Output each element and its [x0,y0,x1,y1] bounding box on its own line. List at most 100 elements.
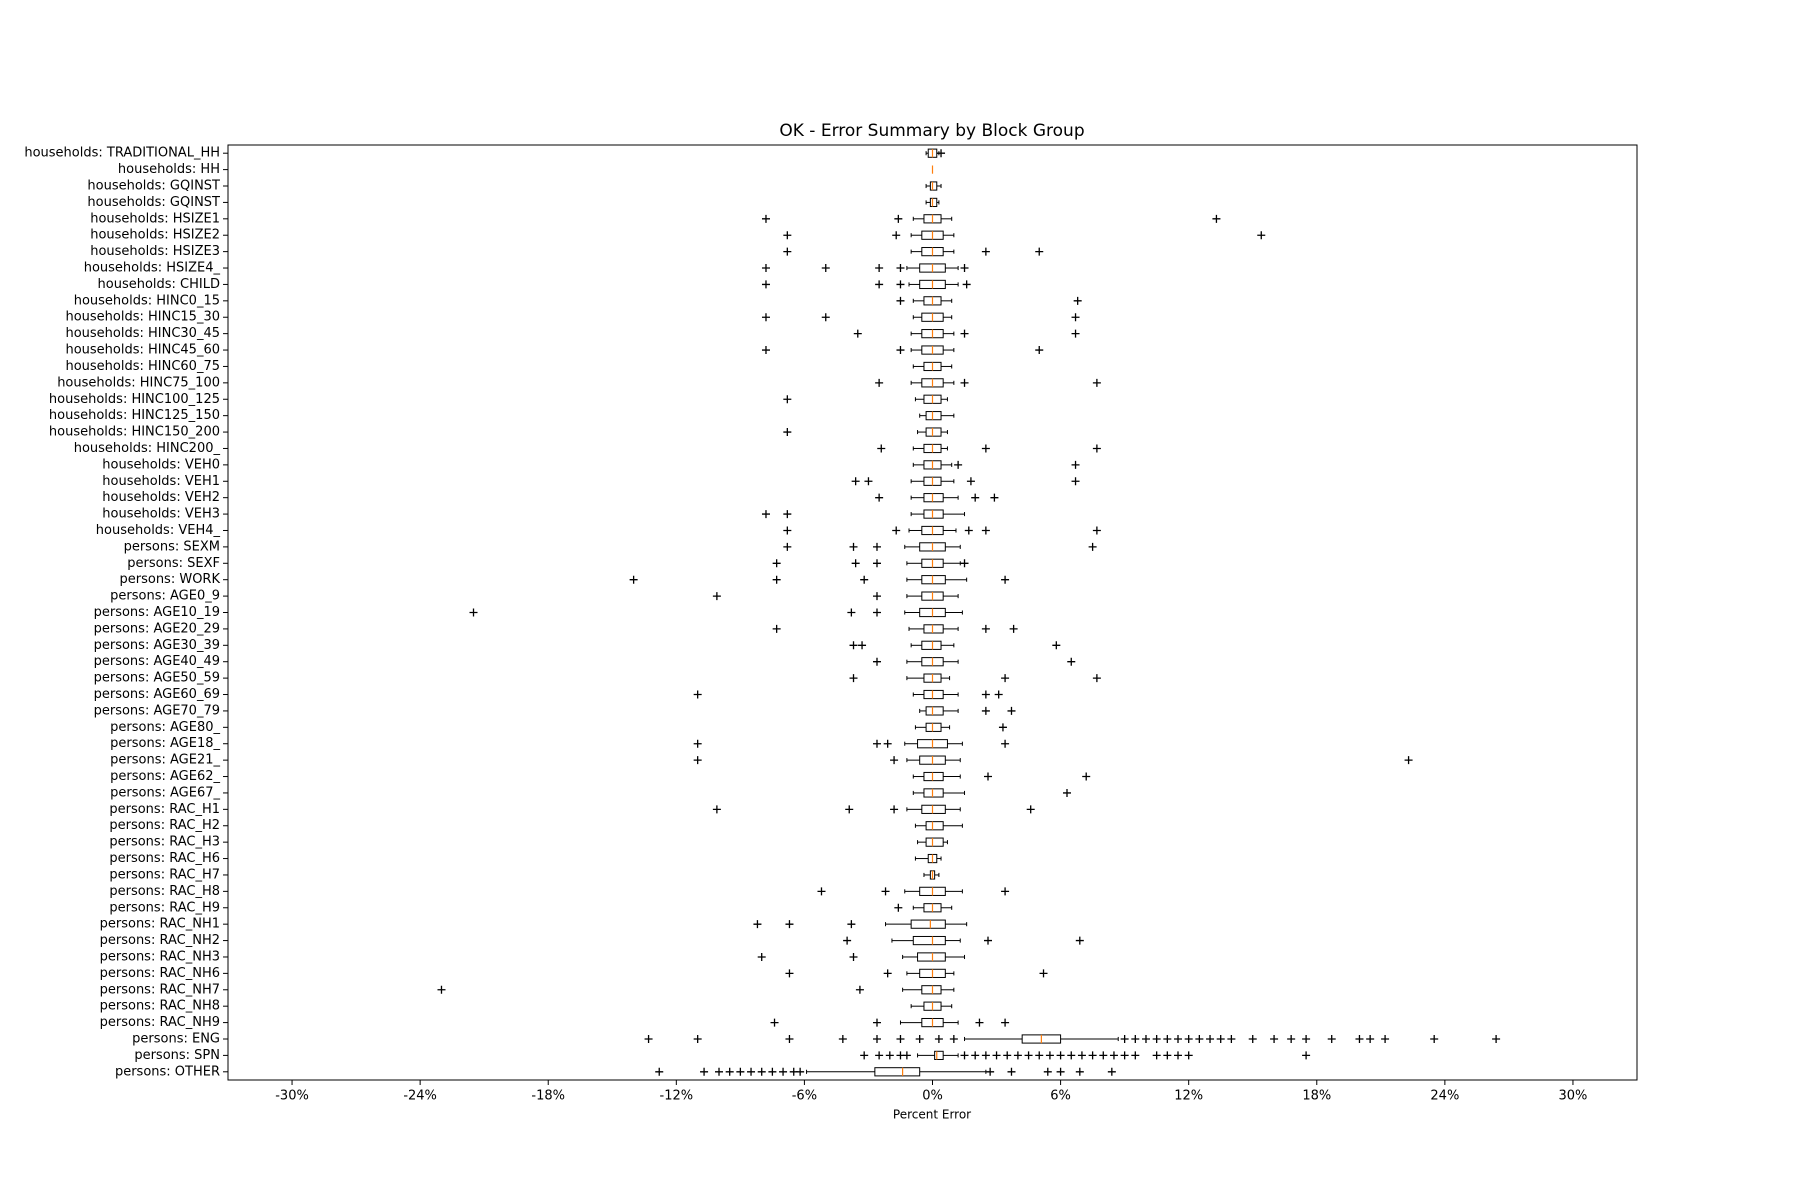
flier [761,313,770,322]
flier [1212,214,1221,223]
flier [761,346,770,355]
box [917,952,946,962]
flier [971,1051,980,1060]
flier [892,231,901,240]
y-tick-label: households: HINC150_200 [49,425,220,440]
flier [962,280,971,289]
flier [984,936,993,945]
x-axis-label: Percent Error [893,1108,971,1122]
flier [971,493,980,502]
flier [1355,1034,1364,1043]
flier [849,674,858,683]
flier [1152,1051,1161,1060]
flier [1092,674,1101,683]
flier [1366,1034,1375,1043]
flier [981,444,990,453]
flier [1077,1051,1086,1060]
y-tick-label: persons: RAC_NH6 [100,966,220,981]
y-tick-label: persons: RAC_NH1 [100,917,220,932]
flier [896,1034,905,1043]
flier [960,1051,969,1060]
flier [1013,1051,1022,1060]
flier [693,690,702,699]
flier [872,657,881,666]
x-tick-label: -6% [792,1089,817,1104]
flier [783,542,792,551]
flier [693,756,702,765]
y-tick-label: households: HINC125_150 [49,408,220,423]
y-tick-label: persons: AGE62_ [110,769,220,784]
flier [847,608,856,617]
flier [700,1067,709,1076]
flier [785,969,794,978]
x-tick-label: 18% [1302,1089,1331,1104]
flier [1302,1034,1311,1043]
box [921,804,946,814]
y-tick-label: households: HSIZE4_ [84,261,221,276]
flier [875,378,884,387]
x-tick-label: -12% [660,1089,694,1104]
y-tick-label: persons: RAC_NH9 [100,1015,220,1030]
flier [1056,1067,1065,1076]
y-tick-label: households: VEH1 [102,474,220,489]
box [925,722,942,732]
flier [894,214,903,223]
flier [693,739,702,748]
flier [757,1067,766,1076]
flier [1071,477,1080,486]
flier [712,805,721,814]
y-tick-label: households: VEH2 [102,490,220,505]
flier [960,264,969,273]
flier [1302,1051,1311,1060]
x-tick-label: 6% [1050,1089,1071,1104]
box [923,771,944,782]
flier [753,920,762,929]
flier [853,329,862,338]
flier [712,592,721,601]
flier [761,214,770,223]
flier [1131,1051,1140,1060]
flier [872,1018,881,1027]
flier [817,887,826,896]
flier [1001,674,1010,683]
y-tick-label: persons: RAC_NH7 [100,982,220,997]
y-tick-label: households: TRADITIONAL_HH [24,146,220,161]
flier [960,378,969,387]
flier [849,641,858,650]
flier [960,329,969,338]
y-tick-label: households: HSIZE1 [90,211,220,226]
flier [981,706,990,715]
y-tick-label: persons: RAC_H9 [109,900,220,915]
y-tick-label: persons: RAC_NH8 [100,999,220,1014]
flier [1381,1034,1390,1043]
flier [872,1034,881,1043]
flier [896,280,905,289]
flier [1001,739,1010,748]
flier [981,624,990,633]
flier [779,1067,788,1076]
flier [875,1051,884,1060]
flier [894,903,903,912]
flier [821,313,830,322]
flier [964,526,973,535]
x-tick-label: -18% [531,1089,565,1104]
flier [890,756,899,765]
y-tick-label: persons: AGE10_19 [94,605,220,620]
flier [966,477,975,486]
flier [1099,1051,1108,1060]
flier [772,559,781,568]
flier [981,690,990,699]
flier [1071,329,1080,338]
flier [757,952,766,961]
box [925,837,944,847]
flier [954,460,963,469]
y-tick-label: households: HINC0_15 [74,293,220,308]
flier [875,493,884,502]
flier [629,575,638,584]
y-tick-label: households: HSIZE2 [90,228,220,243]
flier [872,608,881,617]
flier [1163,1051,1172,1060]
flier [981,1051,990,1060]
flier [1075,936,1084,945]
flier [872,559,881,568]
